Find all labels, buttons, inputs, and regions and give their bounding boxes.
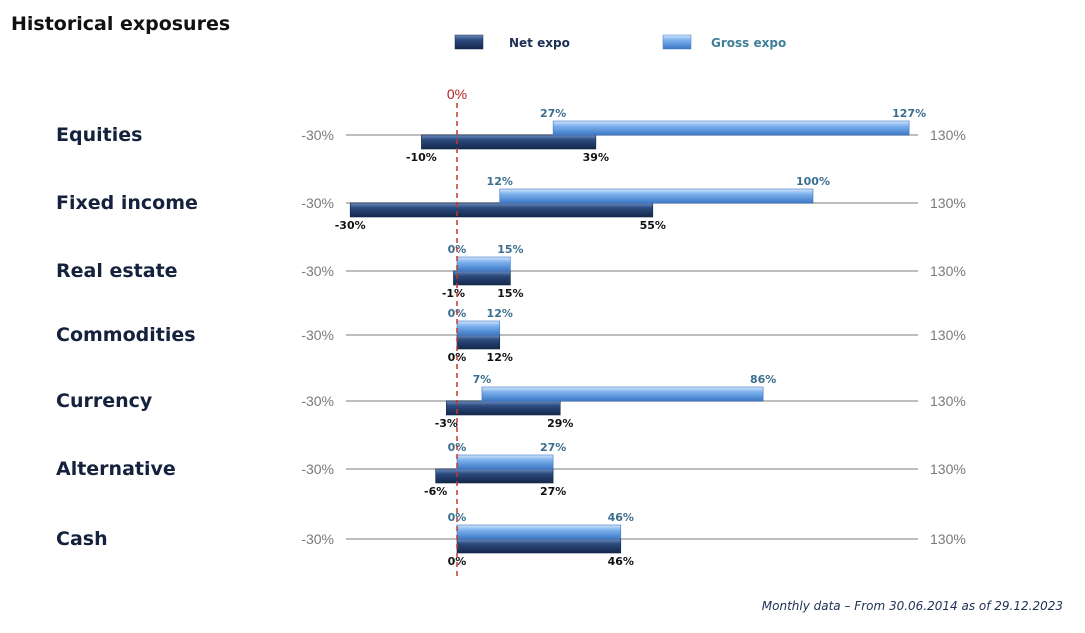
axis-max-label: 130% (930, 195, 966, 211)
legend-net-swatch (454, 34, 484, 50)
legend-net-label: Net expo (509, 36, 570, 50)
gross-expo-max-label: 127% (892, 107, 926, 120)
net-expo-max-label: 55% (640, 219, 666, 232)
net-expo-max-label: 39% (583, 151, 609, 164)
gross-expo-max-label: 27% (540, 441, 566, 454)
axis-max-label: 130% (930, 393, 966, 409)
chart-title: Historical exposures (11, 13, 230, 35)
gross-expo-max-label: 86% (750, 373, 776, 386)
chart-rows: Equities -30% 130% 27% 127% -10% 39% Fixed inco… (56, 107, 966, 568)
net-expo-min-label: -1% (442, 287, 465, 300)
category-label: Equities (56, 124, 142, 146)
gross-expo-bar (456, 256, 511, 272)
axis-max-label: 130% (930, 127, 966, 143)
category-label: Fixed income (56, 192, 198, 214)
net-expo-min-label: 0% (448, 555, 467, 568)
net-expo-bar (446, 400, 561, 416)
gross-expo-min-label: 12% (487, 175, 513, 188)
net-expo-bar (349, 202, 654, 218)
gross-expo-min-label: 7% (473, 373, 492, 386)
axis-min-label: -30% (301, 263, 334, 279)
net-expo-max-label: 29% (547, 417, 573, 430)
net-expo-min-label: -30% (335, 219, 366, 232)
axis-min-label: -30% (301, 531, 334, 547)
net-expo-max-label: 15% (497, 287, 523, 300)
gross-expo-bar (456, 454, 554, 470)
category-label: Currency (56, 390, 153, 412)
gross-expo-max-label: 15% (497, 243, 523, 256)
axis-max-label: 130% (930, 531, 966, 547)
gross-expo-max-label: 12% (487, 307, 513, 320)
gross-expo-bar (456, 524, 622, 540)
net-expo-bar (453, 270, 511, 286)
zero-label: 0% (447, 86, 467, 102)
gross-expo-min-label: 27% (540, 107, 566, 120)
axis-min-label: -30% (301, 127, 334, 143)
net-expo-max-label: 12% (487, 351, 513, 364)
legend-gross-swatch (662, 34, 692, 50)
footnote: Monthly data – From 30.06.2014 as of 29.… (762, 599, 1063, 613)
net-expo-min-label: -6% (424, 485, 447, 498)
category-label: Alternative (56, 458, 176, 480)
gross-expo-bar (552, 120, 910, 136)
net-expo-bar (456, 334, 501, 350)
net-expo-bar (456, 538, 622, 554)
gross-expo-max-label: 46% (608, 511, 634, 524)
axis-max-label: 130% (930, 263, 966, 279)
category-label: Commodities (56, 324, 196, 346)
gross-expo-bar (456, 320, 501, 336)
axis-min-label: -30% (301, 393, 334, 409)
legend-gross-label: Gross expo (711, 36, 786, 50)
category-label: Cash (56, 528, 108, 550)
gross-expo-bar (481, 386, 764, 402)
gross-expo-max-label: 100% (796, 175, 830, 188)
net-expo-bar (421, 134, 597, 150)
axis-min-label: -30% (301, 195, 334, 211)
net-expo-max-label: 27% (540, 485, 566, 498)
axis-min-label: -30% (301, 461, 334, 477)
net-expo-max-label: 46% (608, 555, 634, 568)
net-expo-min-label: -10% (406, 151, 437, 164)
net-expo-min-label: -3% (435, 417, 458, 430)
axis-max-label: 130% (930, 461, 966, 477)
net-expo-bar (435, 468, 554, 484)
axis-max-label: 130% (930, 327, 966, 343)
axis-min-label: -30% (301, 327, 334, 343)
category-label: Real estate (56, 260, 178, 282)
gross-expo-bar (499, 188, 814, 204)
legend: Net expo Gross expo (454, 34, 786, 50)
